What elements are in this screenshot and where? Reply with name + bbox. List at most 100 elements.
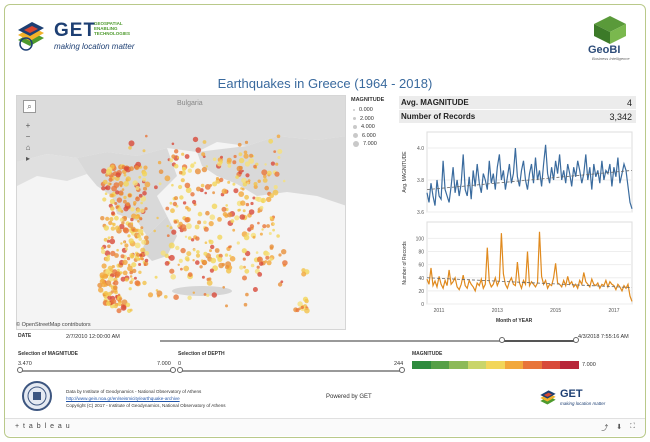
geobi-cube-icon <box>594 16 626 44</box>
earthquake-point <box>252 235 256 239</box>
earthquake-point <box>114 202 118 205</box>
geobi-tagline: Business Intelligence <box>592 56 630 61</box>
earthquake-point <box>201 166 208 173</box>
earthquake-point <box>208 239 212 243</box>
earthquake-point <box>126 256 131 261</box>
earthquake-point <box>127 193 132 198</box>
date-filter-end: 4/3/2018 7:55:16 AM <box>578 334 629 340</box>
earthquake-point <box>102 273 109 279</box>
map-canvas[interactable] <box>17 96 346 330</box>
fullscreen-icon[interactable]: ⛶ <box>630 423 635 430</box>
earthquake-map[interactable]: ⌕ + − ⌂ ▸ Bulgaria <box>16 95 346 330</box>
home-icon[interactable]: ⌂ <box>25 143 31 152</box>
map-toolbar: ⌕ <box>23 100 36 114</box>
get-logo-icon <box>540 390 556 405</box>
tableau-logo[interactable]: + t a b l e a u <box>15 423 71 430</box>
earthquake-point <box>276 134 281 139</box>
earthquake-point <box>114 225 121 231</box>
earthquake-point <box>117 207 122 212</box>
earthquake-point <box>269 257 273 262</box>
earthquake-point <box>277 156 281 159</box>
earthquake-point <box>304 307 310 314</box>
earthquake-point <box>123 180 129 187</box>
earthquake-point <box>130 207 135 212</box>
footer-source-link[interactable]: http://www.gein.noa.gr/en/seismicity/ear… <box>66 396 180 401</box>
legend-item: 6.000 <box>351 132 399 141</box>
earthquake-point <box>226 157 232 163</box>
earthquake-point <box>109 182 112 186</box>
earthquake-point <box>183 265 190 272</box>
earthquake-point <box>184 217 190 223</box>
earthquake-point <box>109 217 114 222</box>
earthquake-point <box>107 244 111 249</box>
zoom-out-button[interactable]: − <box>25 132 31 141</box>
map-search-icon[interactable]: ⌕ <box>23 100 36 113</box>
earthquake-point <box>111 185 117 192</box>
download-icon[interactable]: ⬇ <box>616 424 623 431</box>
record-count-chart[interactable]: 100 80 60 40 20 0 2011 2013 2015 2017 Number of Re… <box>399 216 636 316</box>
earthquake-point <box>102 197 107 202</box>
color-swatch <box>486 361 505 369</box>
earthquake-point <box>192 259 195 262</box>
earthquake-point <box>169 226 173 230</box>
earthquake-point <box>259 261 264 266</box>
avg-magnitude-chart[interactable]: 4.0 3.8 3.6 Avg. MAGNITUDE <box>399 126 636 216</box>
earthquake-point <box>117 268 120 272</box>
zoom-in-button[interactable]: + <box>25 121 31 130</box>
earthquake-point <box>158 182 162 186</box>
earthquake-point <box>217 256 223 262</box>
earthquake-points[interactable] <box>97 134 310 314</box>
earthquake-point <box>123 195 127 200</box>
earthquake-point <box>224 253 229 257</box>
earthquake-point <box>156 290 163 297</box>
y-tick-label: 4.0 <box>417 146 424 152</box>
earthquake-point <box>110 250 116 257</box>
earthquake-point <box>154 185 158 190</box>
share-icon[interactable]: ⤴ <box>601 425 609 432</box>
earthquake-point <box>105 268 110 273</box>
magnitude-slider-min-handle[interactable] <box>17 367 23 373</box>
earthquake-point <box>241 177 247 184</box>
depth-slider-max-handle[interactable] <box>399 367 405 373</box>
magnitude-slider-max-handle[interactable] <box>170 367 176 373</box>
date-slider-start-handle[interactable] <box>499 337 505 343</box>
earthquake-point <box>237 208 241 212</box>
earthquake-point <box>273 150 277 153</box>
map-zoom-controls: + − ⌂ ▸ <box>23 120 33 164</box>
date-slider-end-handle[interactable] <box>573 337 579 343</box>
earthquake-point <box>180 247 186 254</box>
y-tick-label: 40 <box>418 276 424 282</box>
earthquake-point <box>144 258 149 263</box>
pan-icon[interactable]: ▸ <box>25 154 30 163</box>
earthquake-point <box>194 224 200 230</box>
earthquake-point <box>212 181 218 187</box>
earthquake-point <box>123 240 126 244</box>
earthquake-point <box>219 177 224 183</box>
earthquake-point <box>123 216 127 220</box>
series-line <box>426 144 633 209</box>
earthquake-point <box>278 253 282 257</box>
earthquake-point <box>226 268 232 274</box>
earthquake-point <box>232 160 237 165</box>
earthquake-point <box>232 182 236 186</box>
depth-slider-track[interactable] <box>180 370 402 372</box>
magnitude-slider-track[interactable] <box>20 370 173 372</box>
earthquake-point <box>256 256 263 263</box>
earthquake-point <box>168 254 175 261</box>
earthquake-point <box>205 165 208 168</box>
earthquake-point <box>133 201 137 205</box>
earthquake-point <box>204 184 211 190</box>
earthquake-point <box>130 254 134 259</box>
earthquake-point <box>260 197 266 204</box>
earthquake-point <box>122 270 128 276</box>
earthquake-point <box>187 236 192 240</box>
earthquake-point <box>180 178 185 183</box>
earthquake-point <box>180 267 183 271</box>
earthquake-point <box>238 165 243 170</box>
earthquake-point <box>261 169 268 176</box>
date-slider-track[interactable] <box>160 340 576 342</box>
depth-slider-min-handle[interactable] <box>177 367 183 373</box>
earthquake-point <box>241 187 245 191</box>
earthquake-point <box>243 265 246 269</box>
earthquake-point <box>206 293 210 297</box>
